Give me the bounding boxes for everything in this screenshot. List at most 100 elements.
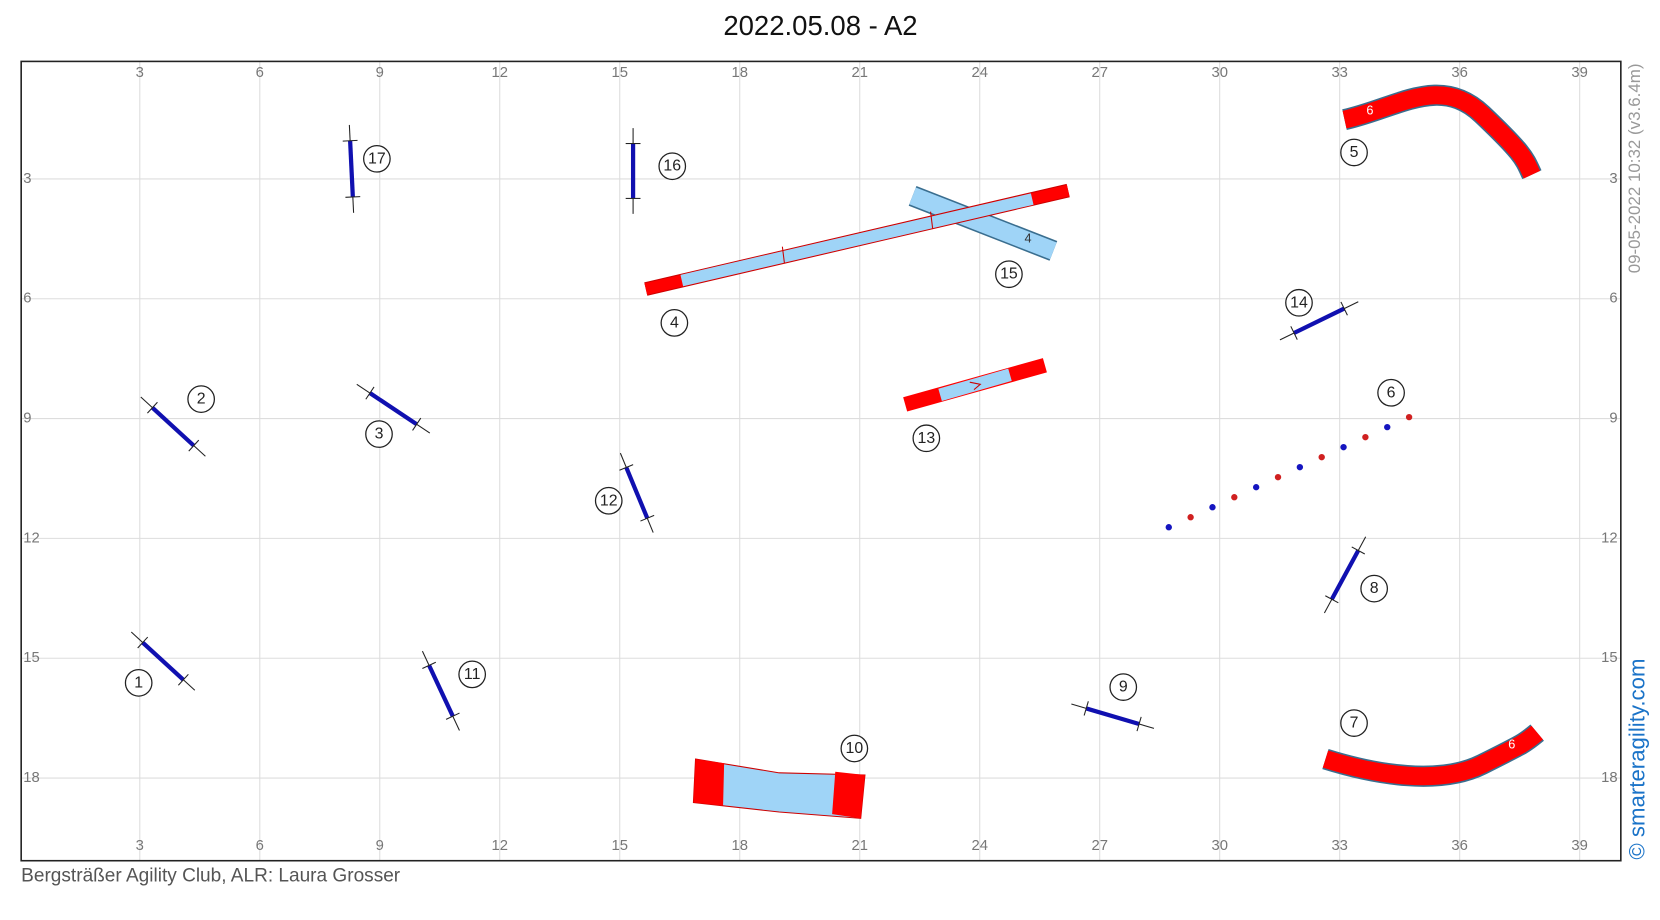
x-tick-label: 36: [1451, 838, 1467, 854]
x-tick-label: 18: [731, 65, 747, 81]
jump-post: [345, 196, 361, 198]
number-circle: [187, 385, 216, 413]
y-tick-label: 12: [1601, 530, 1617, 546]
jumps: [130, 124, 1367, 732]
weave: [1165, 413, 1413, 531]
weave-pole: [1274, 474, 1282, 481]
jump-post: [137, 636, 149, 649]
x-tick-label: 15: [612, 65, 628, 81]
jump-post: [1136, 716, 1142, 732]
x-tick-label: 15: [612, 838, 628, 854]
obstacle-number: 8: [1370, 580, 1379, 597]
weave-pole: [1187, 514, 1194, 521]
weave-pole: [1296, 463, 1304, 471]
weave-pole: [1209, 504, 1216, 511]
weave-pole: [1231, 494, 1238, 501]
jump-bar: [1085, 706, 1140, 727]
tunnel-7: 6: [1322, 724, 1544, 787]
weave-pole: [1165, 524, 1172, 531]
number-circle: [658, 152, 687, 181]
jump-bar: [348, 140, 355, 198]
number-circle: [124, 668, 153, 697]
x-tick-label: 6: [256, 838, 264, 854]
x-tick-label: 39: [1571, 65, 1587, 81]
y-tick-label: 9: [1609, 410, 1617, 426]
x-tick-label: 6: [256, 65, 264, 81]
jump-post: [365, 386, 375, 400]
obstacle-number: 6: [1387, 384, 1396, 401]
x-tick-label: 21: [851, 65, 867, 81]
y-tick-label: 6: [23, 291, 31, 307]
y-tick-label: 6: [1609, 291, 1617, 307]
jump-post: [188, 439, 200, 452]
obstacle-number: 2: [197, 391, 206, 408]
footer: Bergsträßer Agility Club, ALR: Laura Gro…: [21, 866, 401, 887]
jump-post: [1290, 326, 1298, 340]
jump-bar: [368, 391, 418, 426]
x-tick-label: 9: [376, 838, 384, 854]
jump-post: [422, 661, 437, 669]
y-tick-label: 15: [23, 650, 39, 666]
number-circle: [365, 420, 393, 448]
x-tick-label: 33: [1331, 838, 1347, 854]
obstacle-number: 14: [1290, 294, 1308, 311]
obstacle-number: 9: [1119, 679, 1128, 696]
x-tick-label: 24: [971, 65, 987, 81]
obstacle-number: 16: [663, 158, 681, 175]
x-tick-label: 30: [1211, 838, 1227, 854]
x-tick-label: 3: [136, 838, 144, 854]
number-circle: [912, 424, 941, 453]
title: 2022.05.08 - A2: [723, 10, 917, 41]
jump-post: [619, 464, 634, 471]
tunnel-5: 6: [1342, 84, 1542, 180]
jump-bar: [141, 640, 185, 682]
jump-post: [177, 673, 189, 686]
timestamp: 09-05-2022 10:32 (v3.6.4m): [1625, 64, 1644, 274]
obstacle-number: 15: [1000, 266, 1018, 283]
weave-pole: [1252, 484, 1260, 491]
y-tick-label: 15: [1601, 650, 1617, 666]
jump-bar: [150, 406, 196, 448]
weave-pole: [1405, 413, 1413, 421]
jump-bar: [427, 664, 455, 718]
y-tick-label: 12: [23, 530, 39, 546]
tunnel-length: 6: [1508, 738, 1515, 752]
y-tick-label: 18: [1601, 770, 1617, 786]
number-circle: [1340, 709, 1368, 737]
obstacle-number: 11: [464, 666, 481, 683]
x-tick-label: 36: [1451, 65, 1467, 81]
obstacle-number: 7: [1350, 715, 1359, 732]
obstacle-number: 4: [670, 314, 679, 331]
jump-post: [1340, 301, 1348, 316]
tunnel-length: 4: [1024, 232, 1031, 246]
number-circle: [1285, 288, 1313, 317]
number-circle: [363, 144, 391, 173]
x-tick-label: 33: [1331, 65, 1347, 81]
y-tick-label: 3: [1609, 171, 1617, 187]
jump-bar: [1329, 549, 1361, 601]
a-frame: [692, 758, 866, 819]
number-circle: [1377, 378, 1405, 407]
jump-post: [147, 401, 158, 414]
obstacle-number: 12: [600, 492, 618, 509]
jump-post: [1083, 701, 1089, 716]
obstacle-number: 5: [1350, 144, 1359, 161]
x-tick-label: 18: [731, 838, 747, 854]
obstacle-number: 10: [846, 740, 864, 757]
tunnel-15: 4: [908, 186, 1058, 261]
jump-post: [445, 712, 460, 720]
number-circle: [1340, 138, 1368, 167]
seesaw: [903, 358, 1047, 412]
weave-pole: [1340, 443, 1347, 451]
x-tick-label: 27: [1091, 65, 1107, 81]
obstacle-number: 3: [375, 426, 384, 443]
x-tick-label: 12: [492, 838, 508, 854]
weave-pole: [1384, 423, 1391, 431]
number-circle: [660, 309, 689, 337]
x-tick-label: 9: [376, 65, 384, 81]
x-tick-label: 24: [971, 838, 987, 854]
jump-bar: [624, 466, 650, 520]
jump-post: [640, 514, 655, 522]
